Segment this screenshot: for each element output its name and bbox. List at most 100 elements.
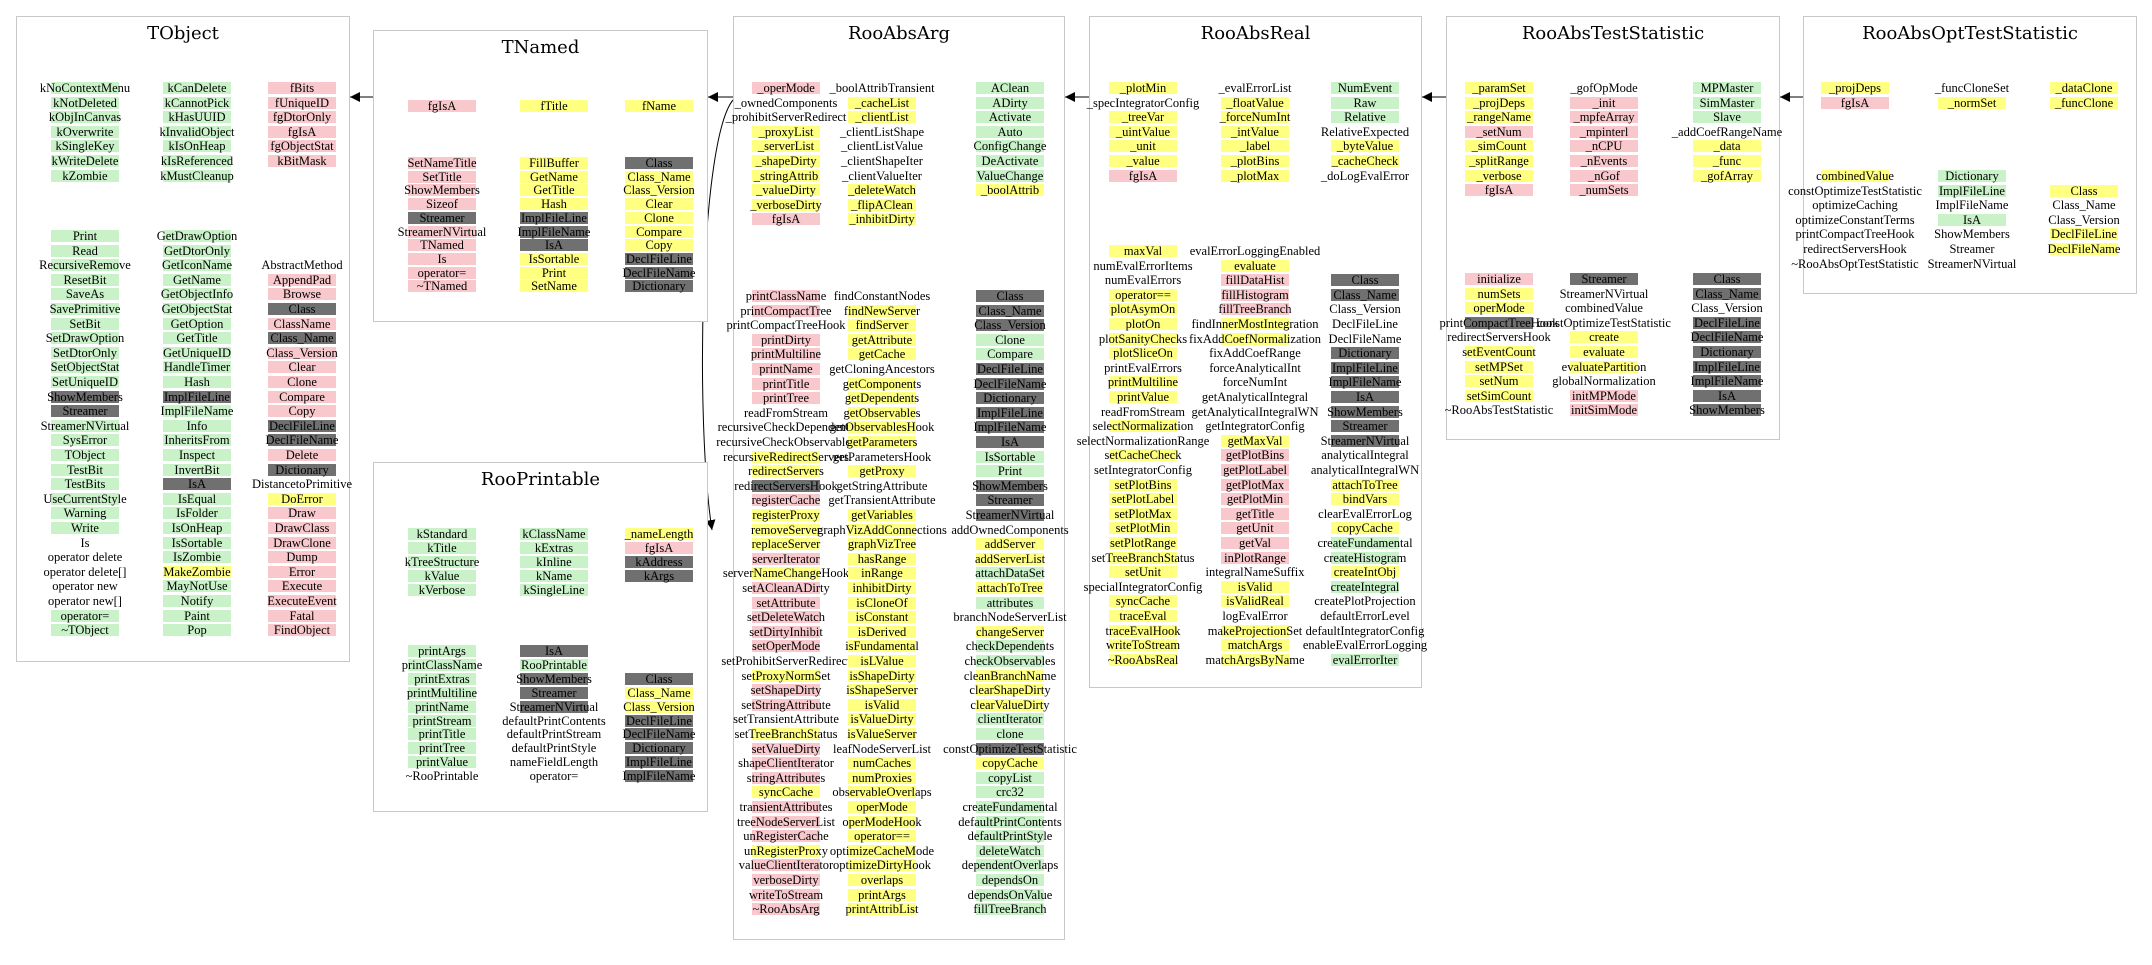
member-streamer: Streamer bbox=[1932, 242, 2012, 256]
member-chip bbox=[1570, 111, 1638, 124]
member-fixaddcoefrange: fixAddCoefRange bbox=[1209, 346, 1301, 360]
member-label: observableOverlaps bbox=[832, 785, 932, 800]
member-label: recursiveCheckObservables bbox=[716, 435, 856, 449]
member-label: dependentOverlaps bbox=[961, 858, 1059, 873]
member-label: writeToStream bbox=[1105, 638, 1181, 653]
member-rooabsreal: ~RooAbsReal bbox=[1103, 653, 1183, 667]
member-is: Is bbox=[402, 252, 482, 266]
member-clear: Clear bbox=[619, 197, 699, 211]
member-label: selectNormalizationRange bbox=[1076, 433, 1210, 448]
member-chip bbox=[163, 125, 231, 138]
member-chip bbox=[163, 492, 231, 505]
member-attachtotree: attachToTree bbox=[1325, 478, 1405, 492]
member-chip bbox=[976, 96, 1044, 109]
member-gettitle: GetTitle bbox=[514, 183, 594, 197]
member-label: Dictionary bbox=[1700, 345, 1754, 359]
member-chip bbox=[1465, 111, 1533, 124]
member-label: kInline bbox=[536, 554, 572, 569]
member-kstandard: kStandard bbox=[402, 527, 482, 541]
member-chip bbox=[1221, 96, 1289, 109]
member-isonheap: IsOnHeap bbox=[157, 521, 237, 535]
member-setsimcount: setSimCount bbox=[1459, 389, 1539, 403]
member-label: Streamer bbox=[531, 685, 577, 700]
member-chip bbox=[1570, 125, 1638, 138]
member-streamer: Streamer bbox=[514, 686, 594, 700]
member-koverwrite: kOverwrite bbox=[45, 125, 125, 139]
member-clientiterator: clientIterator bbox=[970, 712, 1050, 726]
member-chip bbox=[268, 361, 336, 374]
member-chip bbox=[752, 363, 820, 375]
member-copycache: copyCache bbox=[1325, 521, 1405, 535]
member-getobjectstat: GetObjectStat bbox=[157, 302, 237, 316]
member-chip bbox=[1331, 361, 1399, 374]
member-label: GetOption bbox=[170, 316, 224, 331]
member-label: defaultPrintStyle bbox=[967, 829, 1053, 844]
member-label: FindObject bbox=[273, 623, 331, 638]
member-boolattrib: _boolAttrib bbox=[970, 183, 1050, 197]
member-numproxies: numProxies bbox=[842, 771, 922, 785]
member-ownedcomponents: _ownedComponents bbox=[735, 96, 838, 110]
member-chip bbox=[752, 125, 820, 138]
member-label: Class_Version bbox=[1691, 301, 1763, 316]
member-numevent: NumEvent bbox=[1325, 81, 1405, 95]
member-label: setDeleteWatch bbox=[746, 610, 826, 625]
member-label: getCloningAncestors bbox=[829, 362, 935, 376]
member-label: _mpfeArray bbox=[1573, 110, 1635, 125]
member-implfileline: ImplFileLine bbox=[1932, 184, 2012, 198]
member-getmaxval: getMaxVal bbox=[1215, 434, 1295, 448]
member-label: Browse bbox=[282, 287, 322, 302]
member-chip bbox=[51, 449, 119, 461]
member-label: SetName bbox=[531, 279, 577, 294]
member-usecurrentstyle: UseCurrentStyle bbox=[43, 491, 127, 506]
member-copy: Copy bbox=[619, 238, 699, 252]
member-label: Hash bbox=[541, 197, 567, 212]
member-label: copyCache bbox=[982, 756, 1038, 771]
class-box-rooabsarg: RooAbsArg _operMode _boolAttribTransient AC… bbox=[716, 16, 1077, 940]
member-chip bbox=[408, 555, 476, 568]
member-chip bbox=[752, 625, 820, 638]
member-label: unRegisterProxy bbox=[743, 843, 829, 858]
member-chip bbox=[1109, 610, 1177, 622]
member-integralnamesuffix: integralNameSuffix bbox=[1205, 565, 1304, 579]
member-label: _prohibitServerRedirect bbox=[725, 110, 847, 125]
member-attributes: attributes bbox=[970, 596, 1050, 610]
member-syserror: SysError bbox=[45, 433, 125, 447]
member-isa: IsA bbox=[1325, 390, 1405, 404]
member-label: DeclFileName bbox=[622, 727, 696, 742]
member-label: UseCurrentStyle bbox=[43, 491, 127, 506]
member-findobject: FindObject bbox=[262, 623, 342, 637]
member-chip bbox=[1221, 464, 1289, 476]
member-aclean: AClean bbox=[970, 81, 1050, 95]
member-label: DeclFileLine bbox=[626, 251, 692, 266]
member-class-version: Class_Version bbox=[970, 318, 1050, 332]
member-deletewatch: deleteWatch bbox=[970, 844, 1050, 858]
member-label: combinedValue bbox=[1816, 169, 1894, 183]
member-chip bbox=[976, 465, 1044, 478]
member-chip bbox=[1221, 551, 1289, 564]
member-settitle: SetTitle bbox=[402, 170, 482, 184]
member-chip bbox=[976, 844, 1044, 857]
member-label: printTitle bbox=[418, 727, 466, 742]
member-streamer: Streamer bbox=[45, 404, 125, 418]
member-constoptimizeteststatistic: constOptimizeTestStatistic bbox=[1788, 184, 1922, 198]
member-chip bbox=[520, 184, 588, 197]
member-mpfearray: _mpfeArray bbox=[1564, 110, 1644, 124]
member-isa: IsA bbox=[514, 238, 594, 252]
member-fgobjectstat: fgObjectStat bbox=[262, 139, 342, 153]
member-label: IsA bbox=[1355, 390, 1375, 404]
member-kobjincanvas: kObjInCanvas bbox=[45, 110, 125, 124]
class-box-rooprintable: RooPrintable kStandard kClassName _nameLeng… bbox=[373, 462, 708, 812]
member-mpmaster: MPMaster bbox=[1687, 81, 1767, 95]
member-chip bbox=[848, 552, 916, 565]
member-label: setTransientAttribute bbox=[733, 712, 839, 727]
member-chip bbox=[1109, 493, 1177, 506]
member-label: recursiveRedirectServers bbox=[723, 449, 849, 464]
member-redirectservershook: redirectServersHook bbox=[1803, 242, 1906, 256]
member-chip bbox=[163, 111, 231, 124]
member-label: kIsReferenced bbox=[160, 154, 234, 168]
member-info: Info bbox=[157, 419, 237, 433]
member-label: IsA bbox=[1717, 388, 1737, 403]
member-chip bbox=[976, 392, 1044, 405]
member-label: createIntegral bbox=[1330, 579, 1400, 594]
member-chip bbox=[625, 555, 693, 568]
